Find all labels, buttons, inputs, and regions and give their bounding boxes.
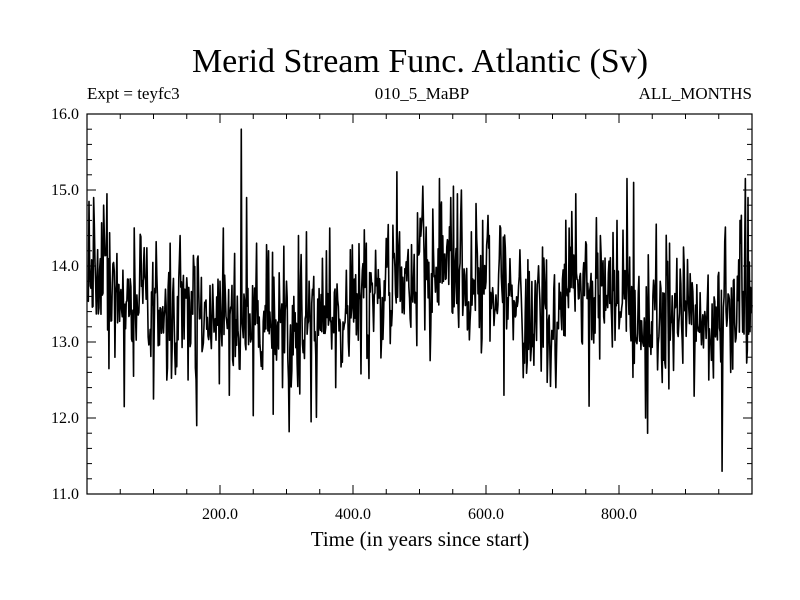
y-tick-label: 14.0 — [51, 258, 79, 275]
subtitle-experiment: Expt = teyfc3 — [87, 84, 180, 103]
subtitle-months: ALL_MONTHS — [639, 84, 752, 103]
x-tick-label: 200.0 — [202, 506, 238, 523]
series-line — [86, 128, 753, 472]
y-tick-label: 13.0 — [51, 334, 79, 351]
series-group — [86, 128, 753, 472]
x-axis-label: Time (in years since start) — [311, 527, 530, 551]
y-tick-label: 12.0 — [51, 410, 79, 427]
x-tick-label: 800.0 — [601, 506, 637, 523]
y-tick-label: 16.0 — [51, 106, 79, 123]
x-tick-label: 400.0 — [335, 506, 371, 523]
x-tick-label: 600.0 — [468, 506, 504, 523]
y-tick-label: 11.0 — [52, 486, 79, 503]
y-tick-label: 15.0 — [51, 182, 79, 199]
chart-title: Merid Stream Func. Atlantic (Sv) — [192, 43, 648, 80]
subtitle-run: 010_5_MaBP — [375, 84, 469, 103]
x-axis: 200.0 400.0 600.0 800.0 — [119, 114, 720, 523]
